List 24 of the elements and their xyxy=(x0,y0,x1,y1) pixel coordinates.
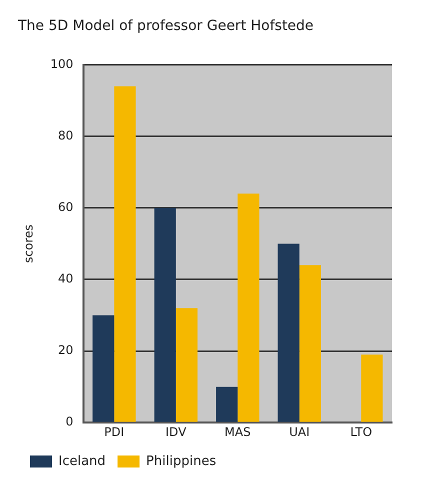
bar xyxy=(176,308,198,422)
x-tick-label: PDI xyxy=(104,424,124,439)
y-tick-label: 100 xyxy=(50,56,74,71)
bar xyxy=(92,315,114,422)
x-tick-label: MAS xyxy=(224,424,251,439)
bar xyxy=(361,354,383,422)
y-tick-label: 40 xyxy=(58,272,74,286)
y-tick-label: 0 xyxy=(66,414,74,429)
y-axis-title: scores xyxy=(21,224,36,263)
bar xyxy=(154,208,176,422)
y-tick-label: 80 xyxy=(58,128,74,142)
x-tick-label: LTO xyxy=(350,424,372,439)
bar xyxy=(216,386,238,422)
chart-title: The 5D Model of professor Geert Hofstede xyxy=(17,18,314,34)
bar xyxy=(238,194,260,422)
bar xyxy=(114,86,136,422)
x-tick-label: UAI xyxy=(289,424,310,439)
legend-label: Philippines xyxy=(146,454,216,469)
x-tick-label: IDV xyxy=(166,424,188,439)
y-tick-label: 20 xyxy=(58,343,74,358)
legend-label: Iceland xyxy=(58,454,106,469)
bar xyxy=(299,265,321,422)
y-tick-label: 60 xyxy=(58,200,74,214)
bar xyxy=(278,244,300,422)
